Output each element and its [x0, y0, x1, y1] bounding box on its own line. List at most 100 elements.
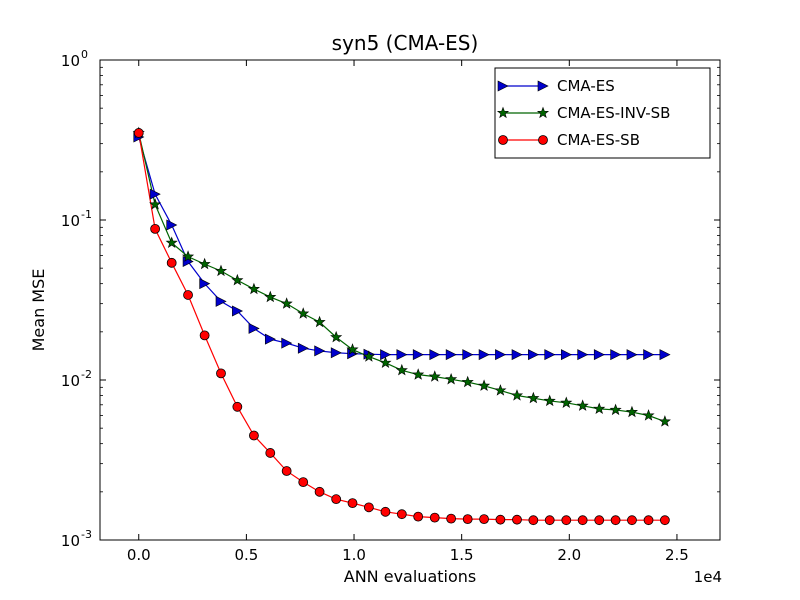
- data-point-series-2: [247, 282, 260, 295]
- x-axis-label: ANN evaluations: [344, 567, 476, 586]
- y-tick-label: 10: [61, 212, 80, 230]
- data-point-series-1: [626, 349, 638, 361]
- data-point-series-3: [577, 515, 588, 526]
- data-point-series-1: [593, 349, 605, 361]
- data-point-series-3: [314, 486, 325, 497]
- x-tick-label: 0.5: [234, 546, 258, 564]
- data-point-series-3: [249, 430, 259, 441]
- data-point-series-1: [528, 349, 540, 361]
- data-point-series-1: [166, 219, 178, 231]
- legend-marker-3: [498, 135, 508, 145]
- legend-marker-1: [537, 80, 549, 92]
- data-point-series-2: [362, 350, 375, 362]
- data-point-series-1: [577, 349, 589, 361]
- data-point-series-3: [627, 515, 637, 526]
- data-point-series-2: [609, 403, 622, 416]
- x-tick-label: 1.5: [450, 546, 474, 564]
- data-point-series-3: [396, 509, 407, 520]
- legend-marker-3: [538, 135, 548, 145]
- y-tick-exponent: -1: [81, 208, 92, 221]
- data-point-series-3: [594, 515, 605, 526]
- legend-label-1: CMA-ES: [557, 77, 615, 95]
- data-point-series-1: [511, 349, 523, 361]
- data-point-series-3: [643, 515, 654, 526]
- data-point-series-3: [347, 498, 358, 509]
- data-point-series-3: [528, 515, 539, 526]
- data-point-series-2: [477, 379, 491, 391]
- data-point-series-2: [560, 396, 573, 408]
- data-point-series-2: [625, 405, 638, 418]
- legend-marker-2: [496, 106, 510, 119]
- data-point-series-2: [231, 273, 244, 286]
- data-point-series-3: [166, 257, 177, 268]
- y-tick-exponent: -3: [81, 528, 92, 541]
- y-axis-label: Mean MSE: [29, 269, 48, 352]
- data-point-series-3: [216, 368, 226, 379]
- legend: CMA-ES CMA-ES-INV-SB CMA-ES-SB: [494, 67, 711, 159]
- data-point-series-2: [642, 409, 655, 421]
- legend-label-2: CMA-ES-INV-SB: [557, 104, 670, 122]
- y-tick-label: 10: [61, 532, 80, 550]
- x-tick-label: 0.0: [127, 546, 151, 564]
- data-point-series-1: [396, 349, 408, 361]
- data-point-series-2: [395, 363, 408, 376]
- data-point-series-2: [461, 375, 474, 388]
- data-point-series-2: [330, 330, 343, 343]
- data-point-series-1: [659, 349, 671, 361]
- data-point-series-1: [495, 349, 507, 361]
- data-point-series-1: [462, 349, 474, 361]
- data-point-series-1: [199, 278, 211, 290]
- data-point-series-2: [494, 384, 507, 396]
- data-point-series-2: [428, 370, 441, 382]
- data-point-series-2: [280, 297, 293, 309]
- data-point-series-2: [165, 236, 178, 248]
- plot-frame: [99, 59, 721, 541]
- data-point-series-1: [297, 342, 309, 354]
- x-tick-label: 2.0: [557, 546, 581, 564]
- x-offset-label: 1e4: [694, 568, 722, 586]
- data-point-series-1: [445, 349, 457, 361]
- data-point-series-3: [544, 515, 555, 526]
- x-axis: 0.0 0.5 1.0 1.5 2.0 2.5: [127, 60, 689, 564]
- data-point-series-1: [412, 349, 424, 361]
- data-point-series-3: [659, 515, 670, 526]
- plot-area: [99, 59, 721, 541]
- data-point-series-1: [330, 347, 342, 359]
- data-point-series-3: [199, 330, 210, 341]
- y-tick-label: 10: [61, 372, 80, 390]
- data-point-series-2: [527, 391, 540, 404]
- data-point-series-1: [149, 188, 161, 200]
- data-point-series-2: [214, 264, 228, 277]
- data-point-series-1: [643, 349, 655, 361]
- y-tick-label: 10: [61, 52, 80, 70]
- data-point-series-2: [658, 415, 671, 427]
- data-point-series-2: [182, 250, 195, 262]
- legend-marker-1: [497, 80, 509, 92]
- data-point-series-1: [478, 349, 490, 361]
- data-point-series-3: [281, 466, 292, 476]
- data-point-series-3: [462, 514, 473, 525]
- data-point-series-2: [313, 315, 326, 328]
- data-point-series-2: [576, 399, 589, 411]
- data-point-series-3: [363, 502, 374, 513]
- data-point-series-3: [331, 494, 342, 505]
- x-tick-label: 1.0: [342, 546, 366, 564]
- data-point-series-2: [149, 198, 162, 210]
- data-point-series-3: [479, 514, 489, 525]
- data-point-series-3: [413, 511, 424, 522]
- data-point-series-3: [133, 128, 144, 138]
- data-point-series-3: [183, 290, 193, 300]
- x-tick-label: 2.5: [665, 546, 689, 564]
- data-point-series-1: [248, 322, 260, 334]
- data-point-series-2: [198, 257, 211, 270]
- y-tick-exponent: 0: [81, 48, 88, 61]
- y-tick-exponent: -2: [81, 368, 92, 381]
- data-point-series-1: [429, 349, 441, 361]
- data-point-series-3: [298, 477, 309, 488]
- data-point-series-2: [264, 290, 277, 303]
- data-point-series-3: [380, 506, 391, 517]
- data-point-series-1: [215, 295, 227, 307]
- chart-title: syn5 (CMA-ES): [332, 31, 479, 55]
- data-point-series-1: [314, 345, 326, 357]
